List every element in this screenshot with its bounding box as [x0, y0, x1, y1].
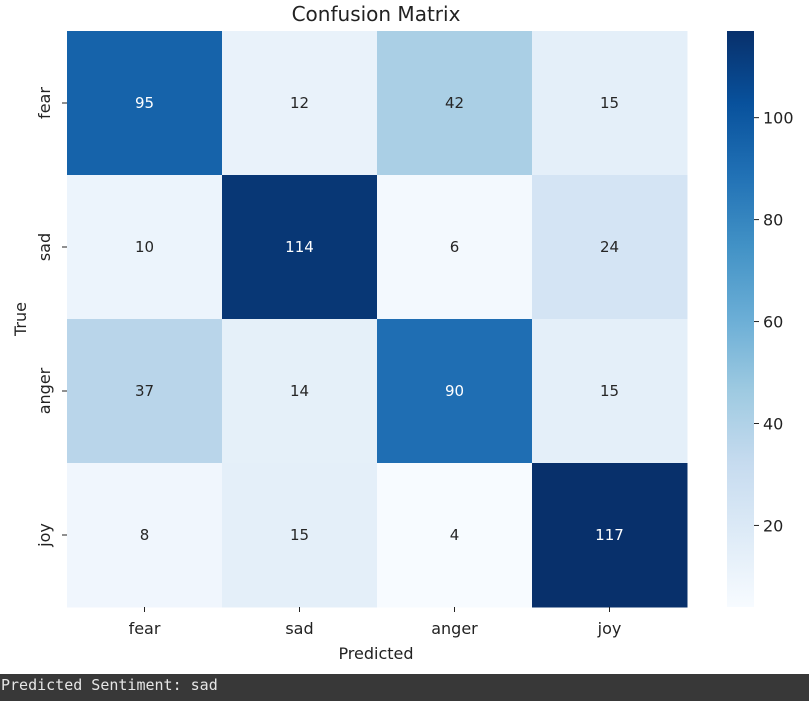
heatmap-cell-joy-anger — [377, 463, 533, 608]
x-tick-label: joy — [597, 619, 622, 638]
y-axis-ticks: fear sad anger joy — [35, 87, 67, 548]
heatmap-cell-anger-anger — [377, 319, 533, 464]
cell-output-text: Predicted Sentiment: sad — [0, 674, 809, 701]
heatmap-cell-anger-sad — [222, 319, 378, 464]
heatmap-cell-sad-anger — [377, 175, 533, 320]
chart-title: Confusion Matrix — [292, 2, 461, 26]
colorbar-tick-label: 40 — [763, 414, 783, 433]
heatmap-cell-labels: 95 12 42 15 10 114 6 24 37 14 90 15 8 15 4 117 — [135, 94, 624, 544]
heatmap-cell-fear-fear — [67, 31, 223, 176]
heatmap-cell-value: 14 — [290, 382, 309, 400]
colorbar-ticks: 20 40 60 80 100 — [754, 109, 794, 535]
y-tick-label: anger — [35, 367, 54, 414]
heatmap-cell-joy-fear — [67, 463, 223, 608]
heatmap-cell-value: 90 — [445, 382, 464, 400]
y-tick-label: joy — [35, 523, 54, 548]
heatmap-cell-value: 6 — [450, 238, 460, 256]
x-axis-label: Predicted — [338, 644, 413, 663]
colorbar-tick-label: 20 — [763, 516, 783, 535]
y-axis-label: True — [11, 302, 30, 337]
colorbar-tick-label: 100 — [763, 109, 794, 128]
heatmap-cell-anger-joy — [532, 319, 688, 464]
heatmap-cell-value: 24 — [600, 238, 619, 256]
heatmap-cell-fear-anger — [377, 31, 533, 176]
x-tick-label: anger — [431, 619, 478, 638]
heatmap-cell-value: 15 — [290, 526, 309, 544]
colorbar — [727, 31, 754, 607]
heatmap-cell-value: 15 — [600, 382, 619, 400]
heatmap-cell-value: 114 — [285, 238, 314, 256]
heatmap-cell-joy-joy — [532, 463, 688, 608]
heatmap-cell-value: 95 — [135, 94, 154, 112]
heatmap-cell-joy-sad — [222, 463, 378, 608]
heatmap-cell-value: 4 — [450, 526, 460, 544]
confusion-matrix-chart: Confusion Matrix 95 12 42 15 10 114 6 24 37 14 90 1… — [11, 2, 794, 663]
heatmap-cell-sad-fear — [67, 175, 223, 320]
heatmap-cell-anger-fear — [67, 319, 223, 464]
heatmap-cell-value: 15 — [600, 94, 619, 112]
y-tick-label: fear — [35, 87, 54, 119]
heatmap-cell-value: 37 — [135, 382, 154, 400]
heatmap-cell-value: 10 — [135, 238, 154, 256]
heatmap-cell-sad-joy — [532, 175, 688, 320]
x-axis-ticks: fear sad anger joy — [129, 607, 622, 638]
heatmap-cell-fear-sad — [222, 31, 378, 176]
heatmap-cell-value: 12 — [290, 94, 309, 112]
heatmap-cell-value: 8 — [140, 526, 150, 544]
colorbar-tick-label: 80 — [763, 211, 783, 230]
x-tick-label: sad — [285, 619, 313, 638]
heatmap-cell-sad-sad — [222, 175, 378, 320]
heatmap-cells — [67, 31, 688, 608]
x-tick-label: fear — [129, 619, 161, 638]
heatmap-cell-fear-joy — [532, 31, 688, 176]
heatmap-cell-value: 117 — [595, 526, 624, 544]
heatmap-cell-value: 42 — [445, 94, 464, 112]
colorbar-tick-label: 60 — [763, 313, 783, 332]
y-tick-label: sad — [35, 233, 54, 261]
